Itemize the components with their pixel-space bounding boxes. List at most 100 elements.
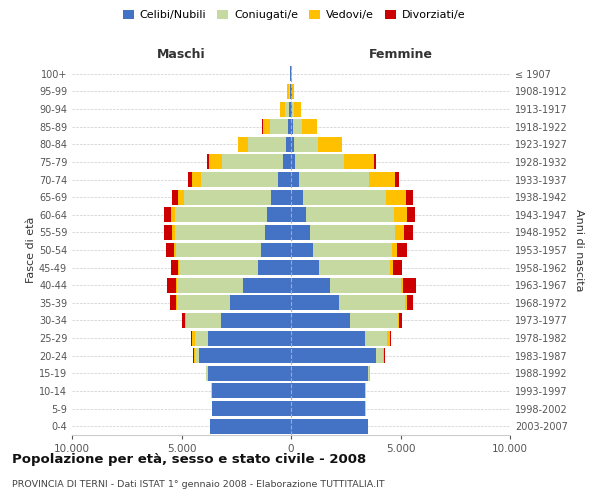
Bar [176,296,177,310]
Bar [170,296,176,310]
Bar [389,260,393,275]
Bar [278,172,291,187]
Bar [176,242,262,258]
Text: PROVINCIA DI TERNI - Dati ISTAT 1° gennaio 2008 - Elaborazione TUTTITALIA.IT: PROVINCIA DI TERNI - Dati ISTAT 1° genna… [12,480,385,489]
Bar [286,137,291,152]
Bar [388,330,389,345]
Bar [344,154,374,170]
Bar [182,313,185,328]
Bar [248,137,286,152]
Bar [407,208,415,222]
Bar [289,102,291,116]
Bar [290,84,291,99]
Bar [293,137,318,152]
Bar [199,348,291,363]
Bar [292,84,294,99]
Bar [291,330,365,345]
Bar [307,208,394,222]
Bar [170,208,175,222]
Bar [389,330,391,345]
Bar [291,119,293,134]
Bar [171,260,178,275]
Bar [208,366,291,381]
Bar [294,102,301,116]
Bar [201,172,278,187]
Bar [292,102,294,116]
Bar [401,278,403,292]
Bar [291,137,293,152]
Bar [291,278,331,292]
Bar [172,225,175,240]
Bar [398,313,399,328]
Bar [291,401,365,416]
Bar [291,313,350,328]
Bar [291,154,295,170]
Bar [177,278,243,292]
Bar [178,260,179,275]
Bar [291,418,368,434]
Bar [211,384,212,398]
Bar [178,190,184,204]
Bar [283,154,291,170]
Bar [318,137,342,152]
Bar [293,119,302,134]
Bar [172,190,178,204]
Bar [394,208,407,222]
Bar [399,313,403,328]
Bar [176,278,177,292]
Bar [350,313,398,328]
Bar [164,208,170,222]
Bar [167,278,176,292]
Bar [295,154,344,170]
Bar [262,242,291,258]
Bar [403,278,416,292]
Text: Popolazione per età, sesso e stato civile - 2008: Popolazione per età, sesso e stato civil… [12,452,366,466]
Bar [339,296,405,310]
Bar [302,119,317,134]
Bar [194,330,208,345]
Bar [258,260,291,275]
Bar [392,242,397,258]
Bar [291,384,365,398]
Bar [280,102,285,116]
Bar [186,313,221,328]
Bar [291,84,292,99]
Bar [310,225,395,240]
Bar [313,242,392,258]
Bar [243,278,291,292]
Bar [291,242,313,258]
Bar [209,154,222,170]
Bar [291,102,292,116]
Bar [193,348,194,363]
Bar [212,384,291,398]
Bar [374,154,376,170]
Bar [291,190,303,204]
Bar [287,84,289,99]
Bar [208,330,291,345]
Bar [164,225,172,240]
Bar [331,278,401,292]
Bar [206,154,209,170]
Bar [376,348,383,363]
Bar [291,208,307,222]
Bar [230,296,291,310]
Bar [188,172,193,187]
Bar [290,66,291,82]
Bar [397,242,407,258]
Bar [303,190,386,204]
Bar [191,330,193,345]
Bar [291,348,376,363]
Bar [291,260,319,275]
Bar [210,418,291,434]
Bar [365,330,388,345]
Bar [267,208,291,222]
Bar [404,225,413,240]
Bar [383,348,384,363]
Bar [299,172,369,187]
Bar [395,172,400,187]
Bar [193,330,194,345]
Legend: Celibi/Nubili, Coniugati/e, Vedovi/e, Divorziati/e: Celibi/Nubili, Coniugati/e, Vedovi/e, Di… [118,6,470,25]
Bar [289,84,290,99]
Bar [212,401,291,416]
Bar [238,137,248,152]
